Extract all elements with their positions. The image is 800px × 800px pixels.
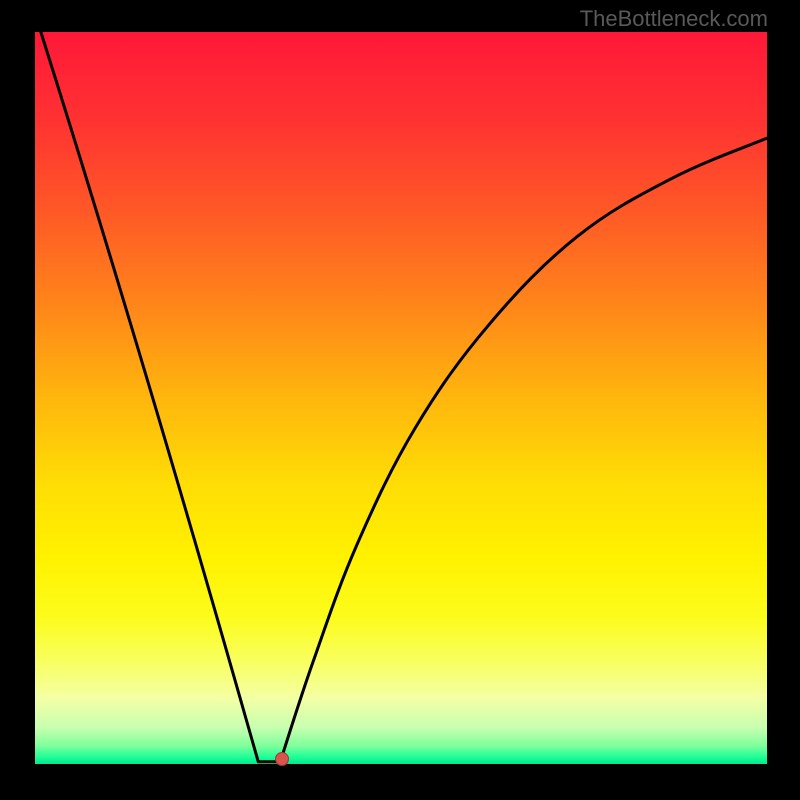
- bottleneck-curve: [35, 32, 767, 764]
- plot-area: [35, 32, 767, 764]
- watermark-text: TheBottleneck.com: [580, 6, 768, 32]
- chart-frame: TheBottleneck.com: [0, 0, 800, 800]
